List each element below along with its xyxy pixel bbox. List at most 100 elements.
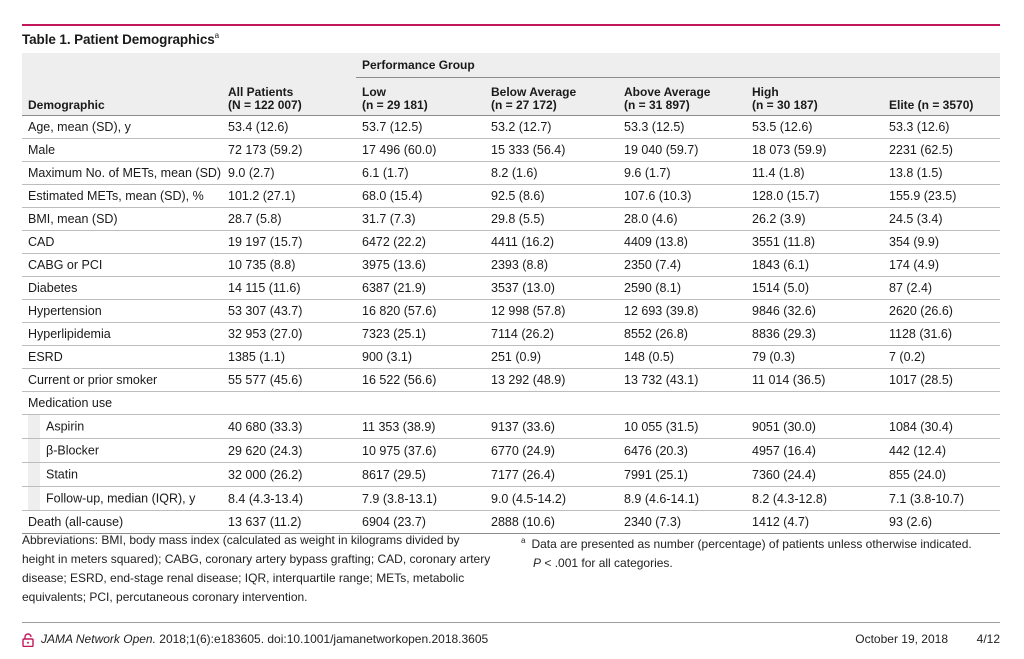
- row-label: Aspirin: [22, 414, 222, 439]
- table-cell: 8836 (29.3): [746, 322, 883, 346]
- table-cell: 9137 (33.6): [485, 414, 618, 439]
- table-cell: 1843 (6.1): [746, 253, 883, 277]
- table-row: Hypertension 53 307 (43.7) 16 820 (57.6) 12…: [22, 299, 1001, 323]
- table-cell: 28.0 (4.6): [618, 207, 746, 231]
- table-cell: 2620 (26.6): [883, 299, 1001, 323]
- table-row: Male 72 173 (59.2) 17 496 (60.0) 15 333 (56…: [22, 138, 1001, 162]
- citation: JAMA Network Open. 2018;1(6):e183605. do…: [41, 632, 488, 646]
- table-cell: 3551 (11.8): [746, 230, 883, 254]
- table-cell: 6472 (22.2): [356, 230, 485, 254]
- demographics-table: Performance Group Demographic All Patient…: [22, 53, 1001, 534]
- p-value-text: < .001 for all categories.: [541, 556, 673, 570]
- table-cell: 900 (3.1): [356, 345, 485, 369]
- table-cell: 13.8 (1.5): [883, 161, 1001, 185]
- row-label: Maximum No. of METs, mean (SD): [22, 161, 222, 185]
- footer-rule: [22, 622, 1000, 623]
- table-cell: 93 (2.6): [883, 510, 1001, 534]
- table-cell: 148 (0.5): [618, 345, 746, 369]
- column-header: Below Average (n = 27 172): [485, 77, 618, 116]
- performance-group-header: Performance Group: [356, 53, 1001, 78]
- table-row: CABG or PCI 10 735 (8.8) 3975 (13.6) 2393 (…: [22, 253, 1001, 277]
- table-row: Medication use: [22, 391, 1001, 415]
- table-cell: 1128 (31.6): [883, 322, 1001, 346]
- table-cell: 13 732 (43.1): [618, 368, 746, 392]
- row-label: Statin: [22, 462, 222, 487]
- open-access-lock-icon: [22, 633, 34, 647]
- column-header: Demographic: [22, 77, 222, 116]
- table-cell: 8552 (26.8): [618, 322, 746, 346]
- table-cell: 251 (0.9): [485, 345, 618, 369]
- p-value-note: P < .001 for all categories.: [521, 554, 1001, 573]
- column-header-count: (N = 122 007): [228, 98, 302, 112]
- table-cell: 3975 (13.6): [356, 253, 485, 277]
- footnote-text: Data are presented as number (percentage…: [531, 537, 972, 551]
- table-cell: 8617 (29.5): [356, 462, 485, 487]
- table-cell: 442 (12.4): [883, 438, 1001, 463]
- column-header-name: High: [752, 85, 779, 99]
- table-cell: 2231 (62.5): [883, 138, 1001, 162]
- table-cell: 16 522 (56.6): [356, 368, 485, 392]
- table-row: Follow-up, median (IQR), y 8.4 (4.3-13.4)…: [22, 486, 1001, 511]
- table-cell: 24.5 (3.4): [883, 207, 1001, 231]
- table-cell: 7.1 (3.8-10.7): [883, 486, 1001, 511]
- table-cell: 128.0 (15.7): [746, 184, 883, 208]
- journal-name: JAMA Network Open.: [41, 632, 156, 646]
- column-header-name: All Patients: [228, 85, 294, 99]
- table-cell: 4409 (13.8): [618, 230, 746, 254]
- column-header-name: Above Average: [624, 85, 711, 99]
- table-cell: [222, 391, 356, 415]
- table-cell: 1412 (4.7): [746, 510, 883, 534]
- table-row: ESRD 1385 (1.1) 900 (3.1) 251 (0.9) 148 (0.5…: [22, 345, 1001, 369]
- table-cell: 53.3 (12.6): [883, 115, 1001, 139]
- table-cell: 32 953 (27.0): [222, 322, 356, 346]
- table-row: Maximum No. of METs, mean (SD) 9.0 (2.7) 6…: [22, 161, 1001, 185]
- table-cell: 3537 (13.0): [485, 276, 618, 300]
- table-cell: 19 040 (59.7): [618, 138, 746, 162]
- table-cell: 14 115 (11.6): [222, 276, 356, 300]
- citation-details: 2018;1(6):e183605. doi:10.1001/jamanetwo…: [155, 632, 489, 646]
- table-cell: 855 (24.0): [883, 462, 1001, 487]
- table-row: Statin 32 000 (26.2) 8617 (29.5) 7177 (26.4…: [22, 462, 1001, 487]
- table-cell: 29.8 (5.5): [485, 207, 618, 231]
- table-title-footnote-mark: a: [214, 31, 220, 40]
- table-cell: 9846 (32.6): [746, 299, 883, 323]
- table-cell: 13 637 (11.2): [222, 510, 356, 534]
- table-cell: 31.7 (7.3): [356, 207, 485, 231]
- row-label: CABG or PCI: [22, 253, 222, 277]
- table-cell: 6476 (20.3): [618, 438, 746, 463]
- table-cell: 53 307 (43.7): [222, 299, 356, 323]
- row-label: Male: [22, 138, 222, 162]
- row-label: Diabetes: [22, 276, 222, 300]
- table-cell: 53.3 (12.5): [618, 115, 746, 139]
- table-cell: 1084 (30.4): [883, 414, 1001, 439]
- table-cell: [356, 391, 485, 415]
- row-label: Hyperlipidemia: [22, 322, 222, 346]
- table-cell: 10 055 (31.5): [618, 414, 746, 439]
- table-cell: 87 (2.4): [883, 276, 1001, 300]
- column-header-count: (n = 30 187): [752, 98, 818, 112]
- page-number: 4/12: [976, 632, 1000, 646]
- table-cell: 11 353 (38.9): [356, 414, 485, 439]
- table-cell: 11 014 (36.5): [746, 368, 883, 392]
- table-cell: 107.6 (10.3): [618, 184, 746, 208]
- table-cell: 6387 (21.9): [356, 276, 485, 300]
- table-cell: 53.7 (12.5): [356, 115, 485, 139]
- row-label: ESRD: [22, 345, 222, 369]
- table-cell: 7 (0.2): [883, 345, 1001, 369]
- table-cell: 17 496 (60.0): [356, 138, 485, 162]
- table-cell: 4957 (16.4): [746, 438, 883, 463]
- table-cell: 2590 (8.1): [618, 276, 746, 300]
- column-header-count: (n = 29 181): [362, 98, 428, 112]
- table-cell: 10 975 (37.6): [356, 438, 485, 463]
- table-cell: 6.1 (1.7): [356, 161, 485, 185]
- table-cell: 8.2 (4.3-12.8): [746, 486, 883, 511]
- table-cell: [485, 391, 618, 415]
- page-footer: JAMA Network Open. 2018;1(6):e183605. do…: [22, 632, 1000, 648]
- table-cell: 6770 (24.9): [485, 438, 618, 463]
- column-header-name: Below Average: [491, 85, 577, 99]
- column-header-row: Demographic All Patients (N = 122 007) Low(…: [22, 77, 1001, 116]
- table-row: Current or prior smoker 55 577 (45.6) 16 5…: [22, 368, 1001, 392]
- table-row: Diabetes 14 115 (11.6) 6387 (21.9) 3537 (13…: [22, 276, 1001, 300]
- table-title-text: Table 1. Patient Demographics: [22, 32, 215, 47]
